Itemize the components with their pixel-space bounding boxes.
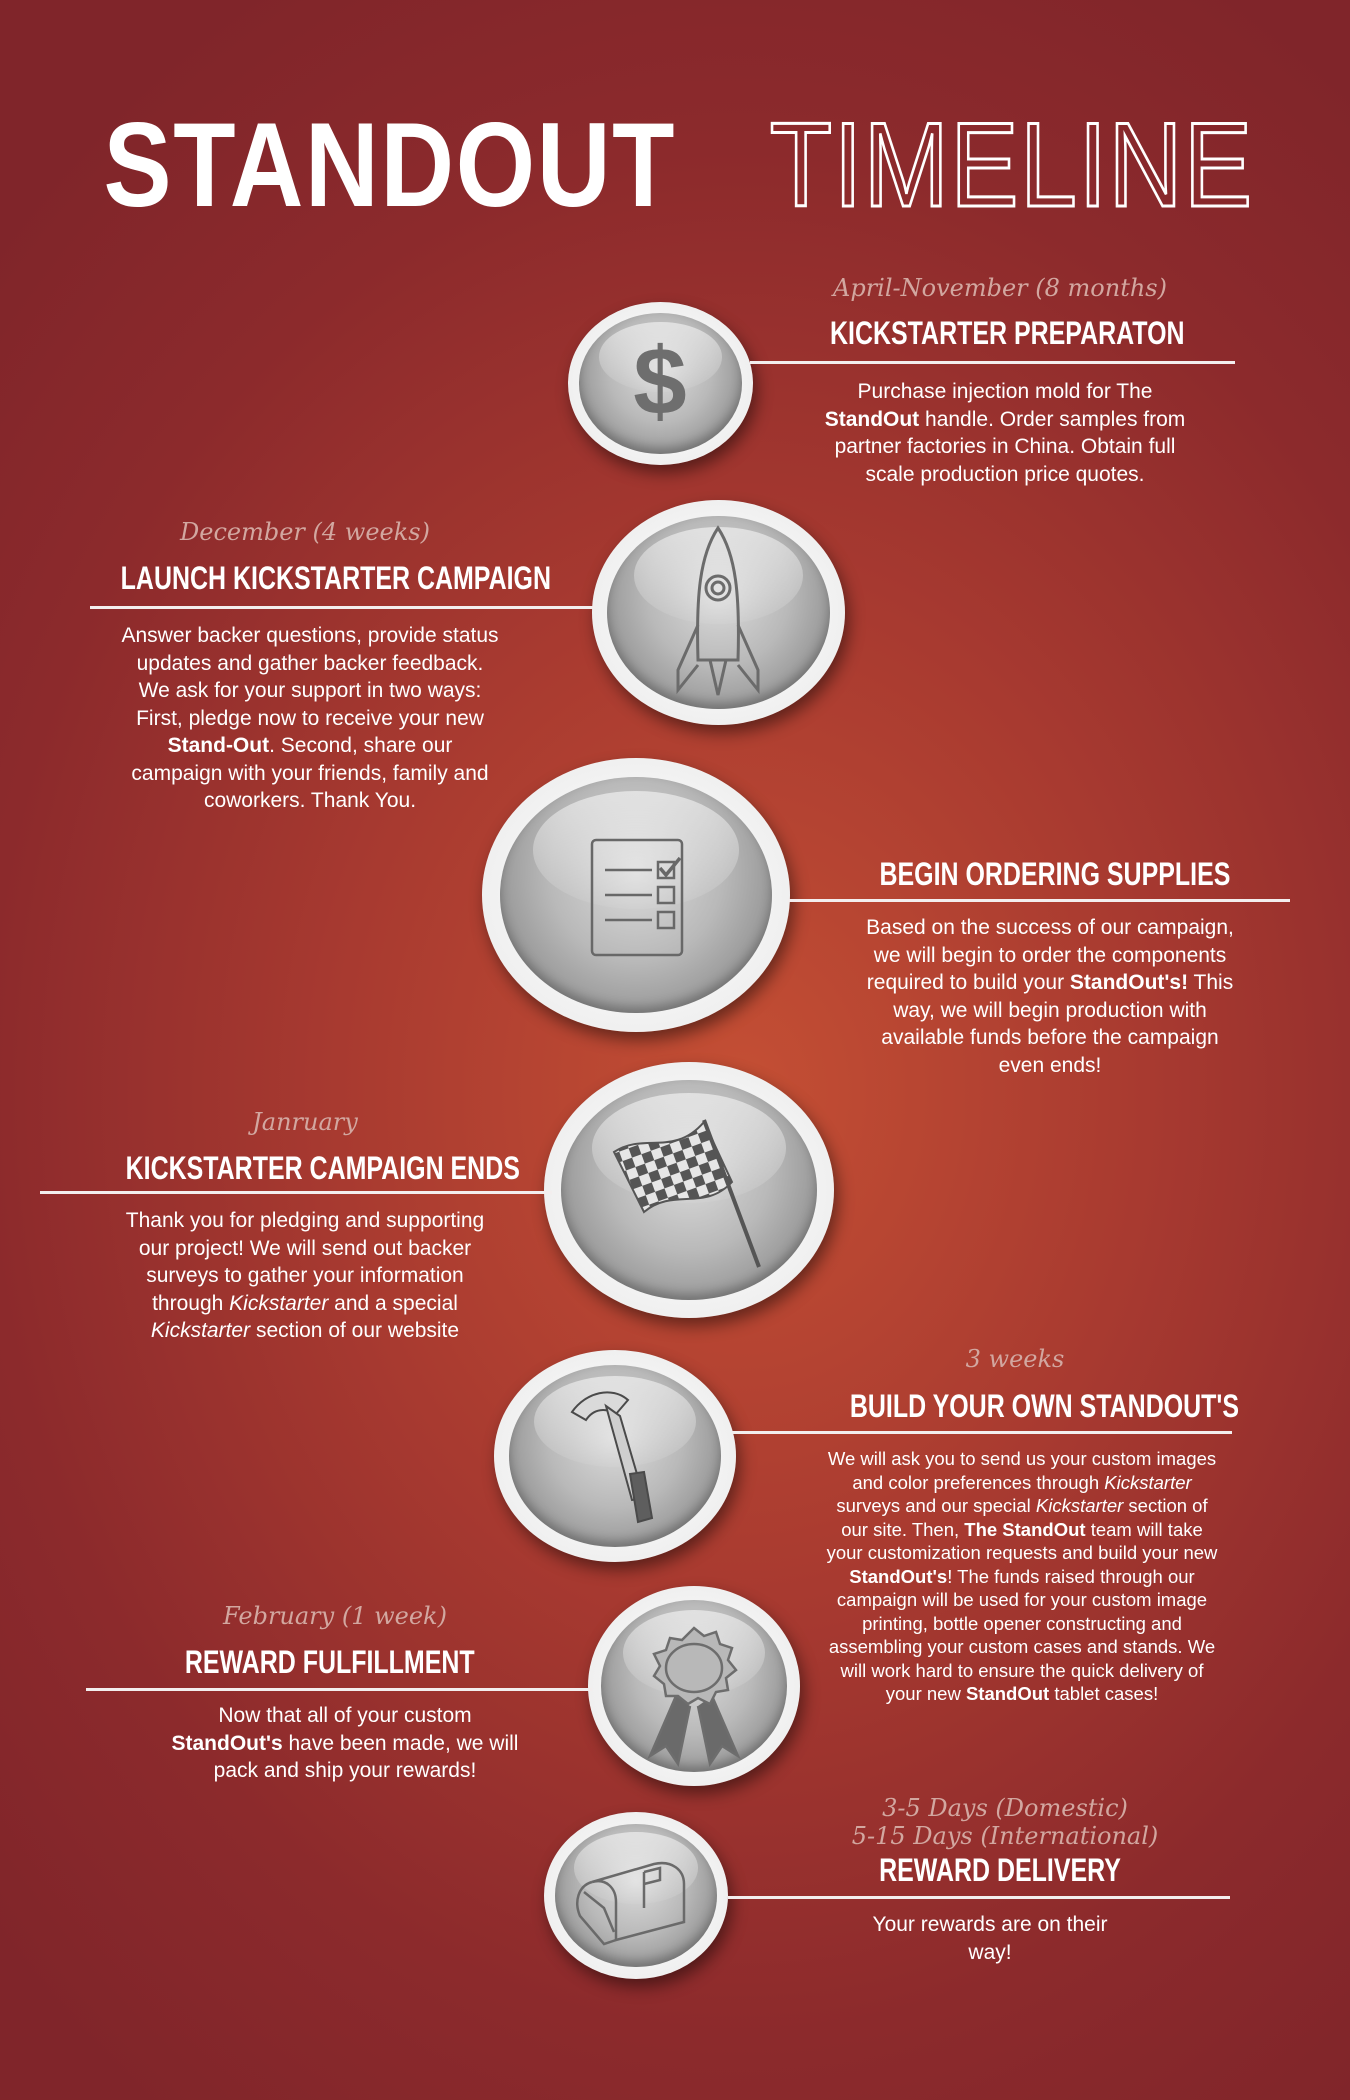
step-6-heading: REWARD FULFILLMENT [185, 1644, 475, 1680]
body-segment: Based on the success of our campaign, we… [866, 916, 1234, 994]
step-7-date-line-1: 3-5 Days (Domestic) [882, 1794, 1128, 1822]
body-segment: The StandOut [964, 1518, 1086, 1540]
step-2-body: Answer backer questions, provide status … [120, 622, 500, 815]
step-6-badge [588, 1586, 800, 1786]
title-outline: TIMELINE [769, 98, 1254, 232]
step-1-body: Purchase injection mold for The StandOut… [815, 378, 1195, 488]
step-3-heading: BEGIN ORDERING SUPPLIES [879, 856, 1231, 892]
title-solid: STANDOUT [103, 98, 677, 232]
step-7-badge [544, 1812, 728, 1979]
body-segment: Your rewards are on their way! [872, 1913, 1108, 1964]
step-2-badge [592, 500, 845, 725]
step-1-rule [750, 361, 1235, 364]
body-segment: . Second, share our campaign with your f… [131, 734, 489, 812]
body-segment: Thank you for pledging and supporting ou… [125, 1209, 485, 1315]
step-3-badge [482, 758, 790, 1032]
step-5-heading: BUILD YOUR OWN STANDOUT'S [849, 1388, 1239, 1424]
rocket-icon [676, 525, 760, 696]
step-7-date: 3-5 Days (Domestic) 5-15 Days (Internati… [845, 1794, 1165, 1850]
body-segment: Kickstarter [1035, 1495, 1124, 1516]
body-segment: and a special [328, 1291, 458, 1315]
step-4-body: Thank you for pledging and supporting ou… [110, 1207, 500, 1345]
checkered-flag-icon [612, 1119, 761, 1268]
body-segment: Answer backer questions, provide status … [121, 624, 499, 730]
step-1-heading: KICKSTARTER PREPARATON [829, 315, 1185, 351]
step-5-date: 3 weeks [965, 1345, 1065, 1373]
mailbox-icon [576, 1861, 686, 1946]
body-segment: StandOut [824, 407, 920, 431]
body-segment: section of our website [250, 1319, 460, 1342]
body-segment: Kickstarter [229, 1291, 329, 1315]
body-segment: Purchase injection mold for The [857, 380, 1153, 403]
body-segment: handle. Order samples from partner facto… [834, 407, 1186, 486]
page-title: STANDOUT TIMELINE [0, 98, 1350, 232]
body-segment: Kickstarter [150, 1319, 251, 1342]
body-segment: Stand-Out [167, 734, 270, 757]
step-7-heading: REWARD DELIVERY [879, 1852, 1121, 1888]
award-ribbon-icon [647, 1626, 741, 1768]
step-2-heading: LAUNCH KICKSTARTER CAMPAIGN [120, 560, 551, 596]
step-5-badge [494, 1350, 736, 1562]
dollar-icon: $ [633, 328, 686, 435]
body-segment: Now that all of your custom [218, 1704, 472, 1727]
step-6-date: February (1 week) [223, 1602, 447, 1630]
step-4-rule [40, 1191, 552, 1194]
svg-text:$: $ [633, 328, 686, 435]
body-segment: StandOut [965, 1683, 1050, 1704]
step-4-date: Janruary [252, 1108, 358, 1136]
body-segment: have been made, we will pack and ship yo… [213, 1731, 519, 1783]
step-1-date: April-November (8 months) [833, 274, 1167, 302]
body-segment: StandOut's [171, 1731, 283, 1755]
step-2-date: December (4 weeks) [180, 518, 430, 546]
body-segment: We will ask you to send us your custom i… [827, 1448, 1217, 1493]
step-7-body: Your rewards are on their way! [850, 1911, 1130, 1966]
step-5-body: We will ask you to send us your custom i… [822, 1447, 1222, 1706]
step-2-rule [90, 606, 595, 609]
body-segment: surveys and our special [836, 1495, 1036, 1516]
step-7-date-line-2: 5-15 Days (International) [851, 1822, 1159, 1850]
body-segment: Kickstarter [1104, 1471, 1192, 1493]
body-segment: tablet cases! [1049, 1683, 1159, 1704]
checklist-icon [590, 838, 684, 957]
step-4-heading: KICKSTARTER CAMPAIGN ENDS [125, 1150, 520, 1186]
step-3-body: Based on the success of our campaign, we… [860, 914, 1240, 1079]
step-6-rule [86, 1688, 592, 1691]
body-segment: team will take your customization reques… [826, 1518, 1218, 1564]
hammer-icon [570, 1391, 654, 1524]
body-segment: StandOut's! [1069, 971, 1189, 994]
step-7-rule [728, 1896, 1230, 1899]
step-6-body: Now that all of your custom StandOut's h… [170, 1702, 520, 1785]
body-segment: StandOut's [849, 1565, 948, 1587]
step-5-rule [732, 1431, 1232, 1434]
body-segment: ! The funds raised through our campaign … [828, 1565, 1216, 1705]
body-segment: This way, we will begin production with … [881, 971, 1234, 1077]
body-segment: section of our site. Then, [841, 1495, 1208, 1540]
step-1-badge: $ [568, 302, 753, 465]
step-4-badge [544, 1062, 834, 1318]
step-3-rule [788, 899, 1290, 902]
